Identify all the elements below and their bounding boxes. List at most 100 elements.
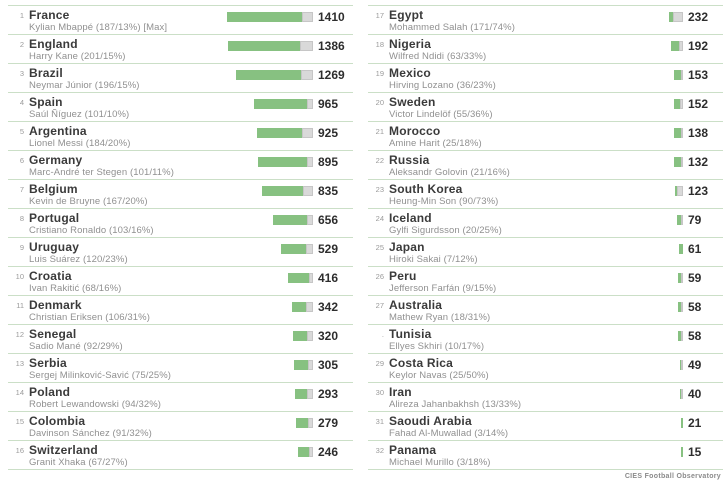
bar-player-share <box>309 273 313 283</box>
rank-number: 32 <box>375 446 384 455</box>
top-player-detail: Mathew Ryan (18/31%) <box>389 311 491 323</box>
bar-player-share <box>673 12 683 22</box>
value-label: 192 <box>688 38 709 53</box>
country-name: Denmark <box>29 297 82 312</box>
value-bar <box>228 41 313 51</box>
country-name: Tunisia <box>389 326 432 341</box>
top-player-detail: Alireza Jahanbakhsh (13/33%) <box>389 398 522 410</box>
ranking-row: 8 Portugal Cristiano Ronaldo (103/16%) 656 <box>8 208 353 237</box>
rank-number: 18 <box>375 40 384 49</box>
rank-number: 31 <box>375 417 384 426</box>
value-label: 1269 <box>318 67 345 82</box>
top-player-detail: Kevin de Bruyne (167/20%) <box>29 195 148 207</box>
country-name: Sweden <box>389 94 436 109</box>
ranking-row: 7 Belgium Kevin de Bruyne (167/20%) 835 <box>8 179 353 208</box>
top-player-detail: Mohammed Salah (171/74%) <box>389 21 515 33</box>
top-player-detail: Fahad Al-Muwallad (3/14%) <box>389 427 509 439</box>
ranking-row: 19 Mexico Hirving Lozano (36/23%) 153 <box>368 63 723 92</box>
country-name: Spain <box>29 94 63 109</box>
value-bar <box>227 12 313 22</box>
ranking-row: 26 Peru Jefferson Farfán (9/15%) 59 <box>368 266 723 295</box>
bar-fill <box>262 186 303 196</box>
value-bar <box>674 128 683 138</box>
country-name: Uruguay <box>29 239 80 254</box>
value-label: 61 <box>688 241 702 256</box>
country-name: Peru <box>389 268 417 283</box>
top-player-detail: Amine Harit (25/18%) <box>389 137 482 149</box>
rank-number: . <box>381 330 384 339</box>
top-player-detail: Jefferson Farfán (9/15%) <box>389 282 497 294</box>
bar-fill <box>679 244 683 254</box>
value-bar <box>678 273 683 283</box>
bar-fill <box>254 99 307 109</box>
bar-fill <box>298 447 309 457</box>
ranking-row: 3 Brazil Neymar Júnior (196/15%) 1269 <box>8 63 353 92</box>
rank-number: 21 <box>375 127 384 136</box>
rank-number: 25 <box>375 243 384 252</box>
bar-fill <box>288 273 309 283</box>
rank-number: 6 <box>19 156 24 165</box>
country-name: Senegal <box>29 326 77 341</box>
value-label: 1410 <box>318 9 345 24</box>
rank-number: 4 <box>19 98 24 107</box>
bar-fill <box>674 128 681 138</box>
country-name: Germany <box>29 152 83 167</box>
bar-fill <box>677 215 681 225</box>
rank-number: 20 <box>375 98 384 107</box>
bar-player-share <box>681 70 683 80</box>
top-player-detail: Christian Eriksen (106/31%) <box>29 311 150 323</box>
value-bar <box>678 331 683 341</box>
ranking-row: 4 Spain Saúl Ñíguez (101/10%) 965 <box>8 92 353 121</box>
value-bar <box>680 360 683 370</box>
ranking-row: 23 South Korea Heung-Min Son (90/73%) 123 <box>368 179 723 208</box>
rank-number: 14 <box>15 388 24 397</box>
ranking-row: 32 Panama Michael Murillo (3/18%) 15 <box>368 440 723 469</box>
country-name: France <box>29 7 70 22</box>
country-name: Poland <box>29 384 71 399</box>
value-label: 246 <box>318 444 339 459</box>
value-bar <box>674 157 683 167</box>
bar-player-share <box>681 389 683 399</box>
top-player-detail: Robert Lewandowski (94/32%) <box>29 398 162 410</box>
bar-player-share <box>681 360 683 370</box>
top-player-detail: Kylian Mbappé (187/13%) [Max] <box>29 21 168 33</box>
rank-number: 9 <box>19 243 24 252</box>
value-bar <box>679 244 683 254</box>
bar-fill <box>227 12 302 22</box>
value-bar <box>281 244 313 254</box>
value-bar <box>257 128 313 138</box>
bar-fill <box>257 128 302 138</box>
value-label: 153 <box>688 67 709 82</box>
value-label: 305 <box>318 357 339 372</box>
value-label: 40 <box>688 386 702 401</box>
value-bar <box>675 186 683 196</box>
value-bar <box>292 302 313 312</box>
top-player-detail: Ivan Rakitić (68/16%) <box>29 282 122 294</box>
bar-fill <box>678 273 681 283</box>
rank-number: 12 <box>15 330 24 339</box>
top-player-detail: Harry Kane (201/15%) <box>29 50 126 62</box>
value-bar <box>680 389 683 399</box>
bar-player-share <box>303 186 313 196</box>
top-player-detail: Sadio Mané (92/29%) <box>29 340 123 352</box>
bar-player-share <box>308 418 313 428</box>
ranking-row: . Tunisia Ellyes Skhiri (10/17%) 58 <box>368 324 723 353</box>
bar-player-share <box>681 128 683 138</box>
value-bar <box>678 302 683 312</box>
value-label: 416 <box>318 270 339 285</box>
rank-number: 1 <box>19 11 24 20</box>
ranking-row: 6 Germany Marc-André ter Stegen (101/11%) 8… <box>8 150 353 179</box>
bar-fill <box>295 389 307 399</box>
rank-number: 16 <box>15 446 24 455</box>
value-label: 320 <box>318 328 339 343</box>
value-label: 59 <box>688 270 702 285</box>
ranking-row: 12 Senegal Sadio Mané (92/29%) 320 <box>8 324 353 353</box>
value-bar <box>262 186 313 196</box>
bar-fill <box>669 12 673 22</box>
bar-player-share <box>308 360 313 370</box>
value-label: 21 <box>688 415 702 430</box>
value-bar <box>669 12 683 22</box>
top-player-detail: Hirving Lozano (36/23%) <box>389 79 496 91</box>
rank-number: 8 <box>19 214 24 223</box>
